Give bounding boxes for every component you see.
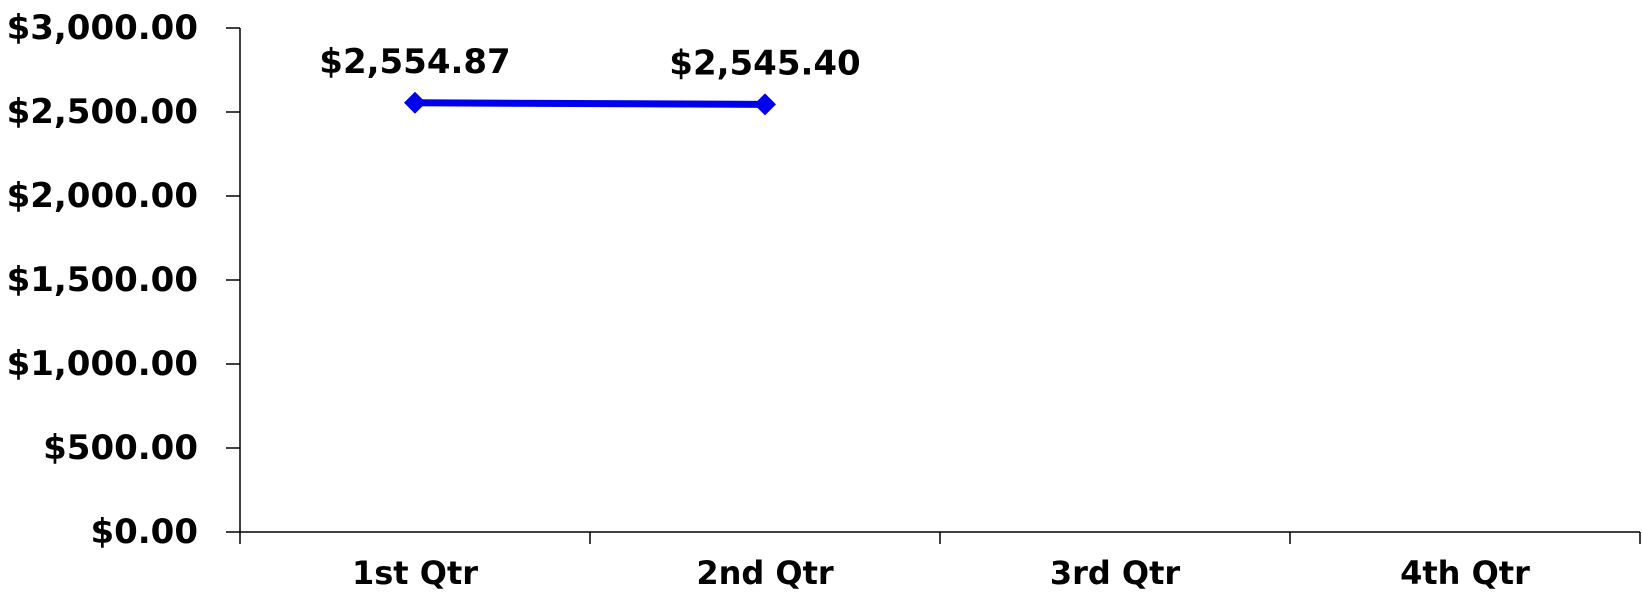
x-tick-label: 1st Qtr xyxy=(352,554,478,592)
x-axis: 1st Qtr 2nd Qtr 3rd Qtr 4th Qtr xyxy=(239,531,1641,592)
data-point-marker xyxy=(404,91,426,114)
y-tick-label: $1,500.00 xyxy=(7,260,198,300)
data-label: $2,554.87 xyxy=(319,42,510,82)
x-tick-label: 4th Qtr xyxy=(1400,554,1530,592)
y-axis: $0.00 $500.00 $1,000.00 $1,500.00 $2,000.00 $… xyxy=(7,8,241,552)
y-tick-label: $2,500.00 xyxy=(7,92,198,132)
data-point-marker xyxy=(754,93,776,116)
y-tick-label: $1,000.00 xyxy=(7,344,198,384)
y-tick-label: $3,000.00 xyxy=(7,8,198,48)
x-tick-label: 2nd Qtr xyxy=(696,554,834,592)
y-tick-label: $2,000.00 xyxy=(7,176,198,216)
y-tick-label: $0.00 xyxy=(90,512,198,552)
y-tick-label: $500.00 xyxy=(43,428,198,468)
data-labels: $2,554.87 $2,545.40 xyxy=(319,42,860,84)
series xyxy=(404,91,776,116)
x-tick-label: 3rd Qtr xyxy=(1050,554,1181,592)
data-label: $2,545.40 xyxy=(669,43,860,83)
series-line xyxy=(414,99,766,108)
